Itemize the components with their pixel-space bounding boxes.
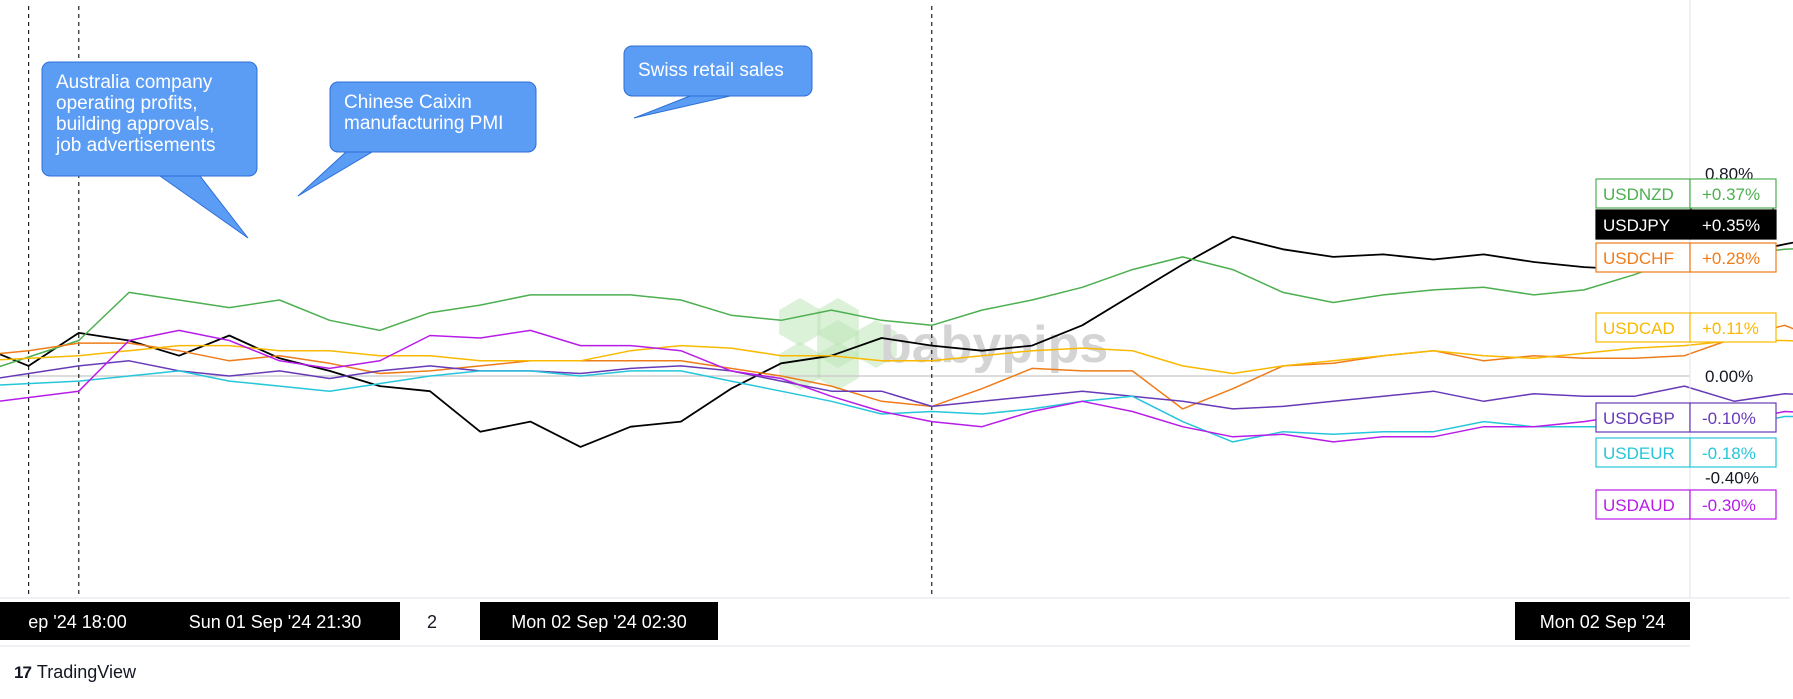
callout-text-1-0: Chinese Caixin (344, 92, 472, 113)
watermark-text: babypips (880, 316, 1108, 374)
x-tick-box-8 (1515, 602, 1690, 640)
label-usdcad[interactable]: USDCAD +0.11% (1595, 312, 1777, 343)
label-usdjpy[interactable]: USDJPY +0.35% (1595, 209, 1777, 240)
label-value-usdaud: -0.30% (1702, 496, 1756, 515)
label-value-box-usdnzd (1689, 178, 1777, 209)
series-line-usdnzd (0, 248, 1793, 368)
label-value-usdcad: +0.11% (1702, 319, 1759, 338)
x-tick-3: Mon 02 Sep '24 02:30 (511, 612, 687, 632)
callout-box-1 (329, 81, 537, 153)
label-name-usdgbp: USDGBP (1603, 409, 1675, 428)
label-name-usdnzd: USDNZD (1603, 185, 1674, 204)
x-tick-8: Mon 02 Sep '24 (1540, 612, 1666, 632)
watermark-hex-0 (779, 298, 821, 346)
x-tick-1: Sun 01 Sep '24 21:30 (189, 612, 362, 632)
callout-box-0 (41, 61, 258, 177)
label-name-usdeur: USDEUR (1603, 444, 1675, 463)
label-value-usdeur: -0.18% (1702, 444, 1756, 463)
series-line-usdcad (0, 339, 1793, 375)
label-value-box-usdeur (1689, 437, 1777, 468)
watermark-hex-4 (817, 342, 859, 390)
x-tick-box-1 (150, 602, 400, 640)
label-name-usdcad: USDCAD (1603, 319, 1675, 338)
callout-box-2 (623, 45, 813, 97)
series-labels: +0.61%USDJPY+0.35%USDNZD+0.37%USDCHF+0.2… (1595, 178, 1777, 520)
label-name-box-usdgbp (1595, 402, 1691, 433)
x-tick-0: ep '24 18:00 (28, 612, 127, 632)
time-axis[interactable]: ep '24 18:00 Sun 01 Sep '24 21:30 2 Mon 02 … (0, 597, 1793, 647)
label-usdnzd[interactable]: USDNZD +0.37% (1595, 178, 1777, 209)
series-line-usdchf (0, 324, 1793, 410)
y-tick-3: -0.40% (1705, 468, 1759, 487)
label-value-box-usdcad (1689, 312, 1777, 343)
label-name-usdaud: USDAUD (1603, 496, 1675, 515)
series-line-usdaud (0, 329, 1793, 443)
tradingview-logo-icon: 17 (14, 662, 32, 682)
series-line-usdgbp (0, 360, 1793, 410)
callout-text-2-0: Swiss retail sales (638, 60, 784, 81)
callout-text-1-1: manufacturing PMI (344, 113, 503, 134)
callout-text-0-1: operating profits, (56, 93, 198, 114)
x-tick-box-0 (0, 602, 155, 640)
label-usdaud[interactable]: USDAUD -0.30% (1595, 489, 1777, 520)
label-name-box-usdchf (1595, 242, 1691, 273)
watermark-hex-3 (817, 298, 859, 346)
y-tick-2: 0.00% (1705, 367, 1753, 386)
label-usdeur[interactable]: USDEUR -0.18% (1595, 437, 1777, 468)
label-value-box-usdaud (1689, 489, 1777, 520)
x-tick-box-3 (480, 602, 718, 640)
label-value-usdjpy: +0.35% (1702, 216, 1760, 235)
series-line-usdeur (0, 370, 1793, 443)
tradingview-name: TradingView (36, 662, 136, 682)
watermark-hex-5 (855, 320, 897, 368)
label-value-box-usdjpy (1689, 209, 1777, 240)
label-name-box-usdeur (1595, 437, 1691, 468)
label-value-usdgbp: -0.10% (1702, 409, 1756, 428)
label-name-usdjpy: USDJPY (1603, 216, 1670, 235)
label-usdchf[interactable]: USDCHF +0.28% (1595, 242, 1777, 273)
watermark: babypips (779, 298, 1108, 390)
callout-2[interactable]: Swiss retail sales (623, 45, 813, 119)
label-value-usdnzd: +0.37% (1702, 185, 1760, 204)
tradingview-brand[interactable]: 17 TradingView (14, 662, 136, 683)
label-name-usdchf: USDCHF (1603, 249, 1674, 268)
label-usdgbp[interactable]: USDGBP -0.10% (1595, 402, 1777, 433)
label-value-box-usdgbp (1689, 402, 1777, 433)
callout-text-0-0: Australia company (56, 72, 213, 93)
label-name-box-usdcad (1595, 312, 1691, 343)
x-tick-2: 2 (427, 612, 437, 632)
label-value-usdchf: +0.28% (1702, 249, 1760, 268)
label-value-box-usdchf (1689, 242, 1777, 273)
callout-text-0-2: building approvals, (56, 114, 214, 135)
label-name-box-usdjpy (1595, 209, 1691, 240)
callout-text-0-3: job advertisements (55, 135, 215, 156)
